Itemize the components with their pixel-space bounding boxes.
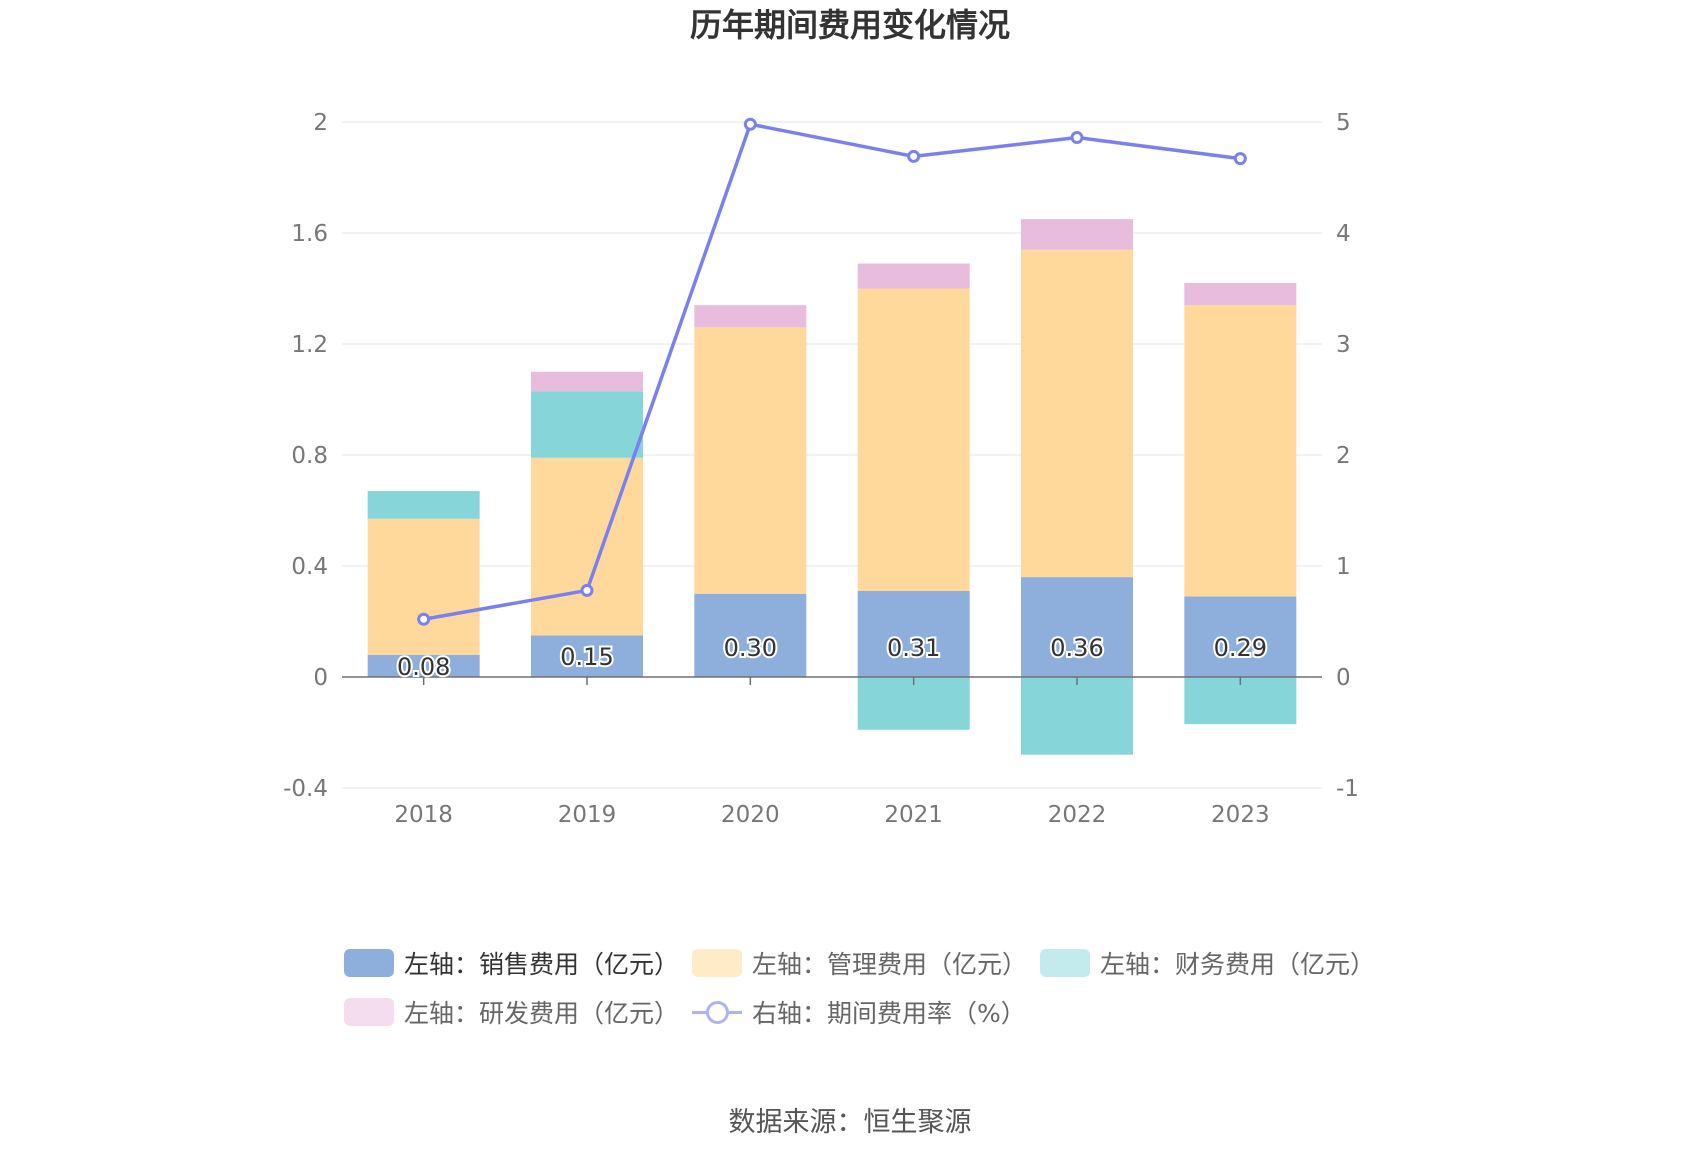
- bar-segment-series-2: [1021, 677, 1133, 755]
- bar-segment-series-2: [531, 391, 643, 458]
- right-axis-tick-label: 4: [1336, 221, 1351, 247]
- legend-label-rate: 右轴：期间费用率（%）: [752, 999, 1026, 1028]
- bar-segment-series-1: [531, 457, 643, 636]
- legend-item-admin[interactable]: 左轴：管理费用（亿元）: [692, 945, 1027, 981]
- legend-label-sales: 左轴：销售费用（亿元）: [404, 950, 680, 979]
- rate-point: [1233, 152, 1247, 166]
- bar-segment-series-2: [367, 491, 480, 519]
- right-axis-tick-label: 0: [1336, 665, 1351, 691]
- sales-data-label: 0.36: [1050, 634, 1103, 662]
- left-axis-tick-label: 0.4: [291, 554, 328, 580]
- bar-segment-series-0: [367, 654, 480, 677]
- bar-segment-series-0: [1184, 596, 1297, 677]
- x-axis-tick-label: 2023: [1211, 802, 1270, 828]
- left-axis-tick-label: 1.6: [291, 221, 328, 247]
- sales-data-label: 0.31: [887, 634, 940, 662]
- right-axis-tick-label: 1: [1336, 554, 1351, 580]
- chart-title: 历年期间费用变化情况: [689, 6, 1010, 44]
- bar-segment-series-3: [857, 263, 970, 289]
- bar-segment-series-1: [694, 327, 807, 594]
- legend-item-finance[interactable]: 左轴：财务费用（亿元）: [1040, 945, 1375, 981]
- bar-segment-series-0: [857, 590, 970, 677]
- bar-segment-series-1: [857, 288, 970, 591]
- x-axis-tick-label: 2019: [558, 802, 617, 828]
- legend-item-rate[interactable]: 右轴：期间费用率（%）: [692, 994, 1026, 1030]
- bar-segment-series-0: [1021, 577, 1133, 677]
- bar-segment-series-1: [1021, 249, 1133, 578]
- sales-data-label: 0.30: [724, 634, 777, 662]
- left-axis-tick-label: -0.4: [283, 776, 328, 802]
- left-axis-tick-label: 1.2: [291, 332, 328, 358]
- legend-swatch-finance: [1040, 949, 1090, 977]
- legend-swatch-rnd: [344, 998, 394, 1026]
- left-axis-tick-label: 2: [313, 110, 328, 136]
- sales-data-label: 0.29: [1214, 634, 1267, 662]
- bar-segment-series-1: [1184, 305, 1297, 597]
- legend-item-sales[interactable]: 左轴：销售费用（亿元）: [344, 945, 679, 981]
- x-axis-tick-label: 2022: [1048, 802, 1107, 828]
- grid-lines: [342, 121, 1322, 789]
- legend-item-rnd[interactable]: 左轴：研发费用（亿元）: [344, 994, 679, 1030]
- data-labels: 0.08 0.15 0.30 0.31 0.36 0.29: [395, 632, 1269, 683]
- sales-data-label: 0.15: [560, 643, 613, 671]
- rate-point: [907, 149, 921, 163]
- legend-swatch-admin: [692, 949, 742, 977]
- bar-segment-series-3: [1184, 282, 1297, 306]
- x-axis-tick-label: 2021: [884, 802, 943, 828]
- legend-swatch-sales: [344, 949, 394, 977]
- rate-point: [1070, 131, 1084, 145]
- x-axis-tick-label: 2018: [394, 802, 453, 828]
- bar-segment-series-0: [531, 635, 643, 677]
- left-axis-tick-label: 0: [313, 665, 328, 691]
- legend-label-admin: 左轴：管理费用（亿元）: [752, 950, 1028, 979]
- right-axis-tick-label: -1: [1336, 776, 1359, 802]
- bar-segment-series-0: [694, 593, 807, 677]
- bar-segment-series-3: [1021, 219, 1133, 250]
- rate-line-path: [423, 122, 1241, 622]
- bars: [367, 219, 1297, 755]
- right-axis-tick-label: 5: [1336, 110, 1351, 136]
- bar-segment-series-2: [857, 677, 970, 730]
- axes: 2 1.6 1.2 0.8 0.4 0 -0.4 5 4 3 2 1 0 -1 2018 2019 2020 20…: [283, 110, 1359, 828]
- right-axis-tick-label: 2: [1336, 443, 1351, 469]
- sales-data-label: 0.08: [397, 653, 450, 681]
- legend-label-rnd: 左轴：研发费用（亿元）: [404, 999, 680, 1028]
- rate-point: [580, 583, 594, 597]
- bar-segment-series-3: [694, 305, 807, 328]
- x-axis-tick-label: 2020: [721, 802, 780, 828]
- rate-point: [743, 117, 757, 131]
- right-axis-tick-label: 3: [1336, 332, 1351, 358]
- legend-swatch-rate: [692, 998, 742, 1026]
- legend-label-finance: 左轴：财务费用（亿元）: [1100, 950, 1376, 979]
- bar-segment-series-3: [531, 371, 643, 392]
- bar-segment-series-1: [367, 518, 480, 655]
- left-axis-tick-label: 0.8: [291, 443, 328, 469]
- rate-line: [417, 117, 1247, 626]
- data-source: 数据来源：恒生聚源: [728, 1107, 972, 1138]
- rate-point: [417, 612, 431, 626]
